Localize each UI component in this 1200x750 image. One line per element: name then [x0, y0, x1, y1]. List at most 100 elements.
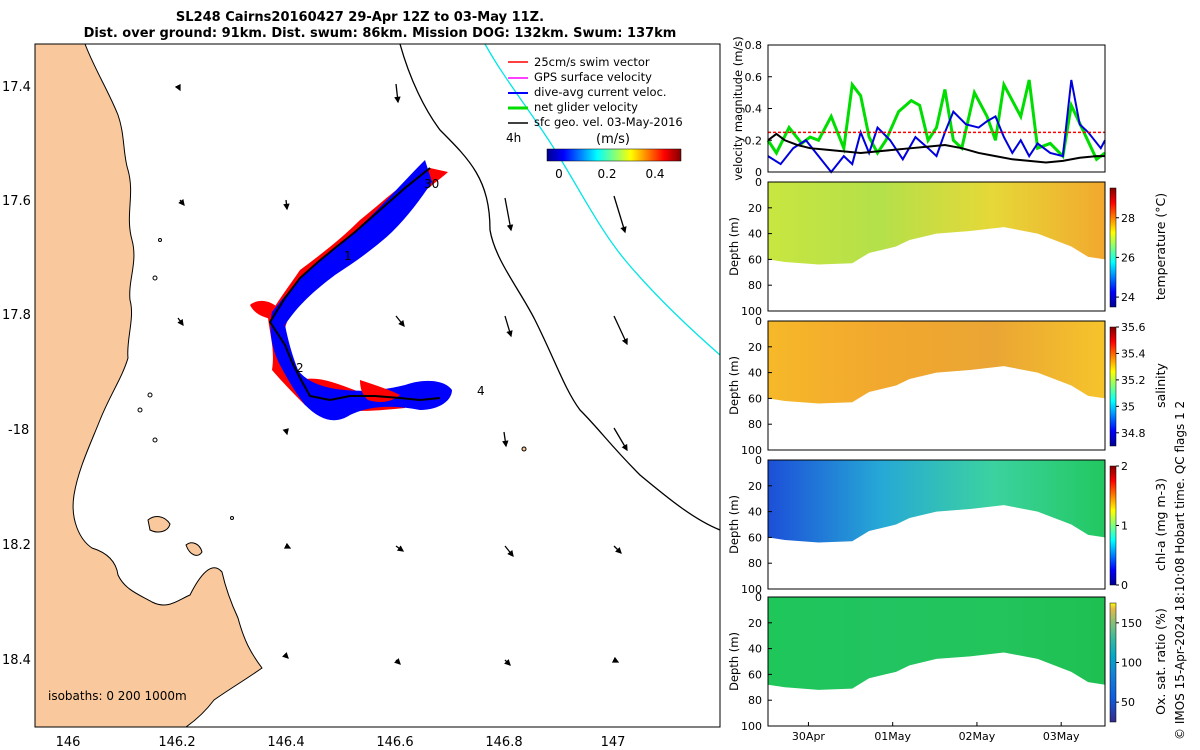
current-arrow	[504, 545, 514, 558]
time-tick-label: 02May	[959, 730, 996, 743]
depth-tick-label: 80	[748, 279, 762, 292]
map-frame	[34, 43, 721, 728]
colorbar-tick-label: 1	[1121, 520, 1128, 533]
legend-label: 25cm/s swim vector	[534, 55, 650, 69]
plot-title-line2: Dist. over ground: 91km. Dist. swum: 86k…	[83, 26, 677, 41]
scale-label: 4h	[506, 131, 521, 145]
depth-tick-label: 80	[748, 557, 762, 570]
depth-tick-label: 20	[748, 341, 762, 354]
speed-colorbar	[546, 148, 682, 162]
lon-tick: 146.8	[485, 735, 522, 750]
time-tick-label: 30Apr	[792, 730, 826, 743]
section-colorbar	[1109, 602, 1117, 723]
depth-tick-label: 60	[748, 668, 762, 681]
legend-label: dive-avg current veloc.	[534, 85, 667, 99]
depth-tick-label: 100	[741, 583, 762, 596]
depth-tick-label: 0	[755, 591, 762, 604]
depth-tick-label: 20	[748, 617, 762, 630]
colorbar-tick-label: 50	[1121, 696, 1135, 709]
colorbar-tick-label: 35	[1121, 400, 1135, 413]
current-arrow	[395, 545, 405, 552]
current-arrow	[613, 315, 628, 346]
section-data-fill	[768, 321, 1105, 404]
section-colorbar	[1109, 326, 1117, 447]
depth-tick-label: 40	[748, 228, 762, 241]
legend-label: GPS surface velocity	[534, 70, 652, 84]
depth-tick-label: 0	[755, 315, 762, 328]
colorbar-tick-label: 35.2	[1121, 374, 1146, 387]
depth-tick-label: 0	[755, 176, 762, 189]
track-label-day4: 4	[477, 384, 485, 398]
current-arrow	[502, 431, 509, 448]
current-arrow	[178, 198, 185, 207]
colorbar-tick: 0.4	[645, 167, 664, 181]
depth-tick-label: 60	[748, 392, 762, 405]
depth-tick-label: 0	[755, 454, 762, 467]
small-island	[158, 238, 162, 242]
velocity-plot-area	[768, 45, 1105, 172]
colorbar-tick: 0.2	[597, 167, 616, 181]
current-arrow	[504, 315, 513, 338]
current-arrow	[394, 83, 401, 104]
current-arrow	[283, 542, 292, 549]
time-tick-label: 03May	[1043, 730, 1080, 743]
current-arrow	[611, 656, 620, 663]
depth-tick-label: 100	[741, 444, 762, 457]
section-colorbar	[1109, 187, 1117, 308]
colorbar-title: (m/s)	[596, 132, 630, 147]
land-island	[185, 542, 203, 556]
lon-tick: 146.4	[267, 735, 304, 750]
depth-tick-label: 100	[741, 305, 762, 318]
land-mainland	[35, 44, 263, 727]
colorbar-label: salinity	[1153, 362, 1168, 407]
current-arrow	[174, 83, 181, 92]
colorbar-label: chl-a (mg m-3)	[1153, 478, 1168, 571]
isobath-1000m	[484, 44, 720, 356]
section-frame	[767, 320, 1106, 451]
colorbar-tick-label: 34.8	[1121, 427, 1146, 440]
depth-tick-label: 40	[748, 506, 762, 519]
section-frame	[767, 596, 1106, 727]
colorbar-tick-label: 150	[1121, 617, 1142, 630]
small-island	[152, 275, 158, 281]
lat-tick: 18.2	[2, 538, 31, 553]
time-tick-label: 01May	[874, 730, 911, 743]
current-arrow	[504, 659, 511, 666]
lat-tick: 17.4	[2, 80, 31, 95]
y-tick-label: 0.8	[745, 39, 763, 52]
colorbar-tick-label: 100	[1121, 657, 1142, 670]
colorbar-tick-label: 0	[1121, 579, 1128, 592]
current-arrow	[282, 428, 289, 436]
colorbar-tick-label: 35.6	[1121, 321, 1146, 334]
depth-axis-label: Depth (m)	[727, 356, 741, 415]
colorbar-label: Ox. sat. ratio (%)	[1153, 608, 1168, 715]
section-colorbar	[1109, 465, 1117, 586]
latitude-axis: 17.4 17.6 17.8 -18 18.2 18.4	[2, 80, 31, 668]
track-label-day2: 2	[296, 361, 304, 375]
longitude-axis: 146 146.2 146.4 146.6 146.8 147	[56, 735, 626, 750]
lat-tick: 17.8	[2, 308, 31, 323]
track-label-day30: 30	[424, 177, 439, 191]
map-legend: 25cm/s swim vector GPS surface velocity …	[506, 55, 683, 181]
depth-axis-label: Depth (m)	[727, 217, 741, 276]
depth-tick-label: 80	[748, 418, 762, 431]
legend-label: net glider velocity	[534, 100, 638, 114]
colorbar-tick-label: 28	[1121, 212, 1135, 225]
depth-tick-label: 20	[748, 480, 762, 493]
depth-tick-label: 100	[741, 720, 762, 733]
depth-tick-label: 80	[748, 694, 762, 707]
section-frame	[767, 459, 1106, 590]
y-tick-label: 0	[755, 166, 762, 179]
small-island	[521, 446, 527, 452]
small-island	[137, 407, 143, 413]
depth-tick-label: 60	[748, 253, 762, 266]
lon-tick: 146	[56, 735, 81, 750]
lon-tick: 146.2	[158, 735, 195, 750]
section-frame	[767, 181, 1106, 312]
depth-tick-label: 40	[748, 367, 762, 380]
colorbar-tick-label: 24	[1121, 291, 1135, 304]
lat-tick: 18.4	[2, 653, 31, 668]
colorbar-tick-label: 26	[1121, 251, 1135, 264]
depth-tick-label: 20	[748, 202, 762, 215]
current-arrow	[613, 195, 627, 234]
